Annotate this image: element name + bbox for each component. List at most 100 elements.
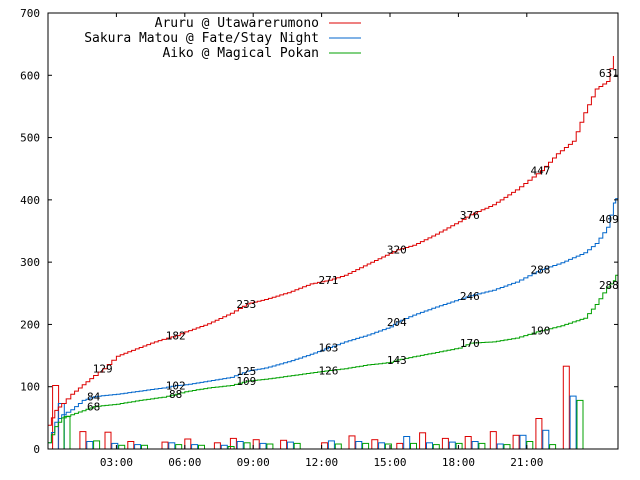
data-label: 288 — [531, 264, 551, 277]
data-label: 320 — [387, 244, 407, 257]
y-tick-label: 100 — [20, 381, 40, 394]
data-label: 447 — [531, 165, 551, 178]
y-tick-label: 0 — [33, 443, 40, 456]
x-tick-label: 06:00 — [168, 456, 201, 469]
bar-group — [52, 365, 584, 450]
bar-series-1 — [52, 385, 60, 450]
bar-series-2 — [355, 441, 363, 450]
x-tick-label: 12:00 — [305, 456, 338, 469]
y-tick-label: 600 — [20, 69, 40, 82]
data-label: 246 — [460, 290, 480, 303]
bar-series-3 — [362, 442, 370, 450]
x-tick-label: 21:00 — [510, 456, 543, 469]
bar-series-1 — [464, 436, 472, 450]
bar-series-2 — [86, 441, 94, 450]
y-tick-label: 300 — [20, 256, 40, 269]
data-label: 170 — [460, 337, 480, 350]
data-label: 233 — [236, 298, 256, 311]
bar-series-3 — [93, 440, 101, 450]
bar-series-3 — [334, 443, 342, 450]
bar-series-2 — [220, 444, 228, 450]
bar-series-2 — [236, 441, 244, 450]
y-tick-label: 500 — [20, 132, 40, 145]
data-label: 102 — [166, 379, 186, 392]
y-tick-label: 400 — [20, 194, 40, 207]
bar-series-3 — [243, 442, 251, 450]
bar-series-3 — [478, 442, 486, 450]
data-label: 182 — [166, 330, 186, 343]
bar-series-1 — [371, 439, 379, 450]
bar-series-2 — [327, 440, 335, 450]
data-label: 84 — [87, 391, 101, 404]
bar-series-1 — [161, 441, 169, 450]
bar-series-3 — [549, 444, 557, 450]
bar-series-2 — [448, 441, 456, 450]
data-label: 68 — [87, 401, 100, 414]
data-label: 271 — [319, 274, 339, 287]
series-line-3 — [48, 269, 619, 444]
bar-series-2 — [191, 444, 199, 450]
bar-series-2 — [378, 442, 386, 450]
bar-series-1 — [280, 439, 288, 450]
line-group — [48, 56, 619, 444]
y-tick-label: 200 — [20, 318, 40, 331]
bar-series-3 — [63, 416, 71, 450]
data-label: 631 — [599, 67, 619, 80]
bar-series-3 — [118, 444, 126, 450]
data-label: 126 — [319, 365, 339, 378]
bar-series-1 — [229, 437, 237, 450]
y-tick-label: 700 — [20, 7, 40, 20]
bar-series-1 — [252, 439, 260, 450]
bar-series-3 — [576, 399, 584, 450]
legend-label: Aruru @ Utawarerumono — [155, 16, 319, 31]
bar-series-2 — [259, 442, 267, 450]
bar-series-3 — [141, 444, 148, 450]
data-label: 376 — [460, 209, 480, 222]
x-tick-label: 15:00 — [373, 456, 406, 469]
bar-series-1 — [419, 432, 427, 450]
data-label: 109 — [236, 375, 256, 388]
bar-series-2 — [134, 444, 142, 450]
data-label: 163 — [319, 341, 339, 354]
data-label: 288 — [599, 279, 619, 292]
bar-series-2 — [57, 403, 65, 450]
bar-series-1 — [562, 365, 570, 450]
data-label: 125 — [236, 365, 256, 378]
legend-label: Sakura Matou @ Fate/Stay Night — [84, 31, 319, 46]
bar-series-2 — [496, 443, 504, 450]
bar-series-1 — [184, 438, 192, 450]
bar-series-1 — [396, 442, 404, 450]
bar-series-1 — [79, 431, 87, 450]
x-tick-label: 18:00 — [442, 456, 475, 469]
bar-series-3 — [410, 442, 417, 450]
data-label: 129 — [93, 363, 113, 376]
bar-series-1 — [441, 437, 449, 450]
legend-label: Aiko @ Magical Pokan — [162, 46, 319, 61]
bar-series-2 — [403, 436, 411, 450]
series-line-1 — [48, 56, 614, 426]
bar-series-1 — [348, 435, 356, 450]
bar-series-1 — [512, 434, 520, 450]
bar-series-2 — [471, 441, 479, 450]
bar-series-2 — [168, 442, 176, 450]
bar-series-3 — [455, 442, 463, 450]
data-label: 88 — [169, 388, 182, 401]
bar-series-1 — [213, 442, 221, 450]
bar-series-2 — [519, 434, 527, 450]
bar-series-1 — [104, 431, 112, 450]
bar-series-2 — [286, 441, 294, 450]
data-label-group: 129 182 233 271 320 376 447 631 84 102 125 163 204 24… — [87, 67, 619, 414]
bar-series-1 — [489, 431, 497, 450]
data-label: 190 — [531, 325, 551, 338]
bar-series-1 — [127, 441, 135, 450]
bar-series-3 — [526, 441, 534, 450]
data-label: 204 — [387, 316, 407, 329]
data-label: 409 — [599, 213, 619, 226]
bar-series-1 — [321, 442, 329, 450]
bar-series-2 — [569, 395, 577, 450]
bar-series-3 — [198, 444, 205, 450]
bar-series-3 — [266, 443, 274, 450]
series-line-2 — [48, 194, 619, 444]
